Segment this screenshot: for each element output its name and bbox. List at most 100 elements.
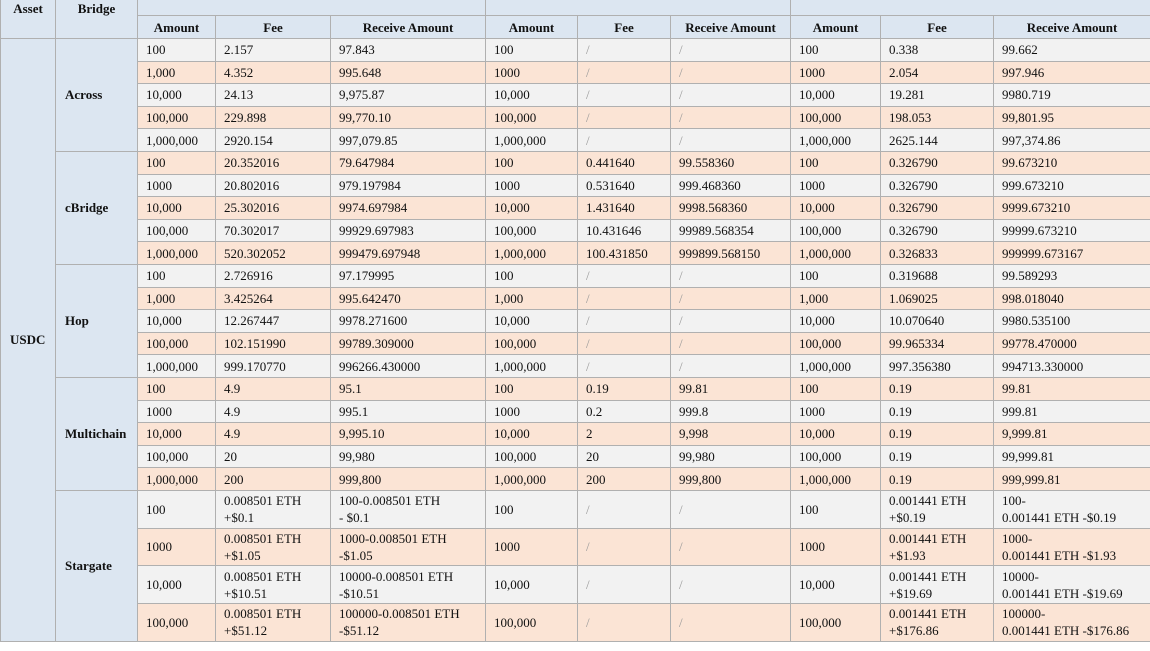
cell: / [577,263,672,288]
cell: 102.151990 [215,331,331,356]
cell: 20.802016 [215,173,331,198]
cell: 9999.673210 [993,196,1150,220]
cell: 1000 [485,173,579,198]
cell: 99,770.10 [329,105,487,130]
bridge-header: Bridge [55,0,138,39]
cell: / [670,263,792,288]
cell: 100 [137,489,216,529]
cell: 995.1 [329,399,487,424]
cell: 4.9 [215,399,331,424]
cell: 999,999.81 [993,467,1150,491]
cell: 0.001441 ETH +$0.19 [880,489,995,529]
cell: 0.19 [577,376,672,401]
column-header: Receive Amount [670,15,792,39]
cell: 1000 [790,399,882,424]
table-row: 1000 4.9 995.1 1000 0.2 999.8 1000 0.19 999.81 [1,399,1150,424]
cell: 10000-0.008501 ETH -$10.51 [329,565,487,604]
cell: 1000 [485,399,579,424]
cell: / [670,602,792,642]
cell: 100,000 [790,105,882,130]
table-row: 10,000 25.302016 9974.697984 10,000 1.431640… [1,196,1150,220]
cell: 1000 [790,60,882,85]
cell: 1000 [137,527,216,567]
cell: 0.531640 [577,173,672,198]
table-row: 100,000 70.302017 99929.697983 100,000 10.43… [1,218,1150,243]
cell: 99,801.95 [993,105,1150,130]
cell: 9,998 [670,422,792,446]
asset-cell: USDC [0,38,56,642]
cell: 229.898 [215,105,331,130]
cell: 99.558360 [670,150,792,175]
cell: 10,000 [485,309,579,333]
cell: 100,000 [137,218,216,243]
cell: 1000-0.008501 ETH -$1.05 [329,527,487,567]
cell: 1,000,000 [137,354,216,378]
cell: / [670,565,792,604]
cell: 0.008501 ETH +$10.51 [215,565,331,604]
cell: 99989.568354 [670,218,792,243]
column-header: Receive Amount [993,15,1150,39]
cell: 1000- 0.001441 ETH -$1.93 [993,527,1150,567]
cell: 99778.470000 [993,331,1150,356]
cell: 200 [215,467,331,491]
cell: 95.1 [329,376,487,401]
table-row: 10,000 0.008501 ETH +$10.51 10000-0.008501… [1,565,1150,604]
cell: 4.9 [215,376,331,401]
cell: 2 [577,422,672,446]
cell: 9,999.81 [993,422,1150,446]
cell: 0.19 [880,444,995,469]
cell: 0.326790 [880,173,995,198]
cell: / [577,105,672,130]
cell: 2.054 [880,60,995,85]
cell: 100 [137,38,216,62]
cell: 520.302052 [215,241,331,265]
cell: 0.326790 [880,150,995,175]
cell: 1,000,000 [790,354,882,378]
cell: 9998.568360 [670,196,792,220]
cell: 0.19 [880,376,995,401]
cell: / [577,527,672,567]
cell: / [577,83,672,107]
cell: 10,000 [790,196,882,220]
cell: 99929.697983 [329,218,487,243]
cell: / [577,286,672,311]
cell: 3.425264 [215,286,331,311]
cell: 999479.697948 [329,241,487,265]
table-row: 100,000 102.151990 99789.309000 100,000//10… [1,331,1150,356]
table-row: 100,000 229.898 99,770.10 100,000//100,000 1… [1,105,1150,130]
cell: 97.179995 [329,263,487,288]
table-row: Stargate 100 0.008501 ETH +$0.1 100-0.00850… [1,489,1150,642]
cell: 999.468360 [670,173,792,198]
cell: 1,000,000 [137,241,216,265]
table-row: 100,000 0.008501 ETH +$51.12 100000-0.0085… [1,602,1150,642]
cell: 100000- 0.001441 ETH -$176.86 [993,602,1150,642]
cell: 1,000,000 [485,354,579,378]
cell: 1,000 [137,286,216,311]
cell: 0.001441 ETH +$19.69 [880,565,995,604]
cell: 10,000 [790,309,882,333]
cell: 100 [137,263,216,288]
cell: 99,999.81 [993,444,1150,469]
cell: 10,000 [485,83,579,107]
cell: 1,000,000 [790,241,882,265]
cell: 10,000 [137,565,216,604]
cell: 1000 [485,527,579,567]
cell: / [577,489,672,529]
cell: 9980.719 [993,83,1150,107]
cell: 20.352016 [215,150,331,175]
column-header: Fee [215,15,331,39]
cell: 995.642470 [329,286,487,311]
cell: 2920.154 [215,128,331,152]
cell: / [577,128,672,152]
cell: / [670,331,792,356]
group-header [790,0,1150,16]
cell: / [670,286,792,311]
cell: 997,079.85 [329,128,487,152]
cell: / [577,38,672,62]
table-row: Multichain 100 4.9 95.1 100 0.19 99.81 100 0.19 9… [1,376,1150,491]
cell: 996266.430000 [329,354,487,378]
table-row: cBridge 100 20.352016 79.647984 100 0.441640 9… [1,150,1150,265]
cell: 0.19 [880,467,995,491]
cell: 10,000 [485,565,579,604]
cell: 0.326790 [880,218,995,243]
